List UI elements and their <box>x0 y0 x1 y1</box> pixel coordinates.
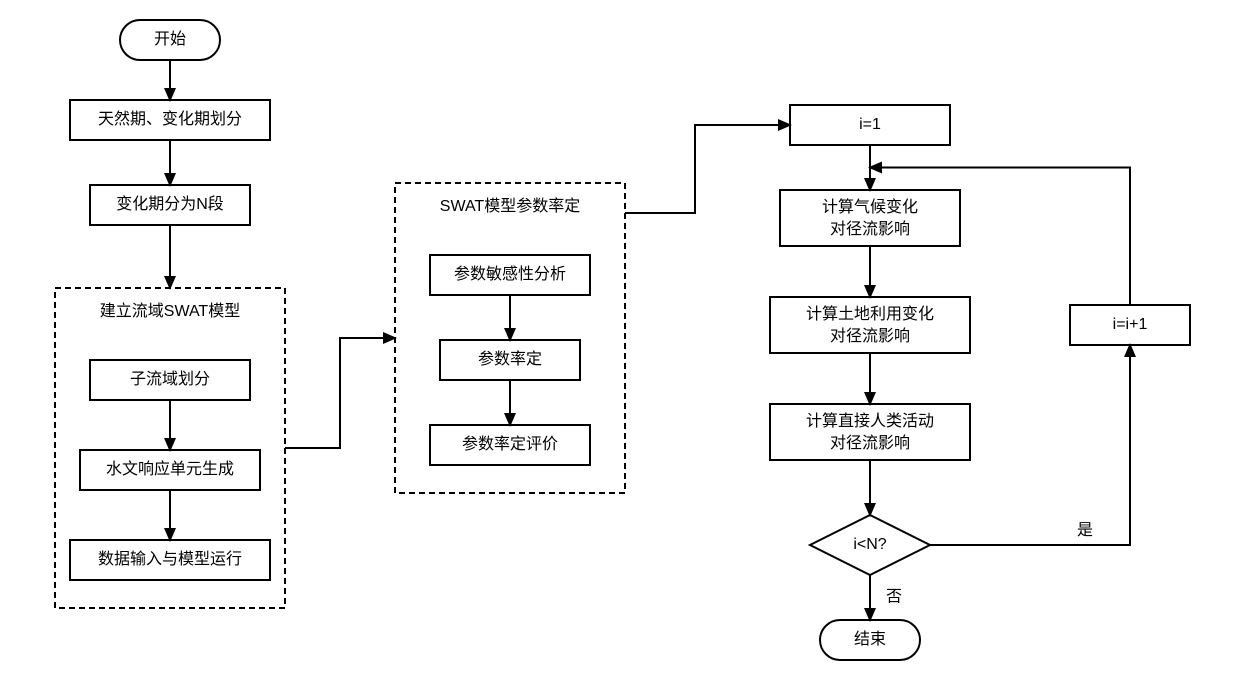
node-calc-human-l2: 对径流影响 <box>830 434 910 452</box>
node-calc-human-l1: 计算直接人类活动 <box>806 411 934 430</box>
group-swat-calib-title: SWAT模型参数率定 <box>440 197 580 215</box>
node-n-segments-label: 变化期分为N段 <box>116 195 224 213</box>
group-swat-model-title: 建立流域SWAT模型 <box>100 302 240 320</box>
node-hru-label: 水文响应单元生成 <box>106 459 234 478</box>
flowchart-diagram: 建立流域SWAT模型 SWAT模型参数率定 开始天然期、变化期划分变化期分为N段子流… <box>0 0 1240 699</box>
node-calc-landuse-l1: 计算土地利用变化 <box>806 304 934 323</box>
node-evaluate-label: 参数率定评价 <box>462 435 558 453</box>
node-period-split-label: 天然期、变化期划分 <box>98 110 242 128</box>
node-calc-climate-l2: 对径流影响 <box>830 220 910 238</box>
edge-label-no: 否 <box>886 589 902 606</box>
edge <box>625 125 790 213</box>
node-calibrate-label: 参数率定 <box>478 350 542 368</box>
node-sensitivity-label: 参数敏感性分析 <box>454 265 566 283</box>
node-start-label: 开始 <box>154 30 186 48</box>
node-increment-label: i=i+1 <box>1113 316 1148 333</box>
node-decision-label: i<N? <box>853 536 886 553</box>
node-calc-climate-l1: 计算气候变化 <box>822 197 918 216</box>
node-subbasin-label: 子流域划分 <box>130 370 210 388</box>
node-calc-landuse-l2: 对径流影响 <box>830 327 910 345</box>
node-run-label: 数据输入与模型运行 <box>98 550 242 568</box>
node-i-init-label: i=1 <box>859 116 881 133</box>
edge-label-yes: 是 <box>1077 522 1093 539</box>
edge <box>285 338 395 448</box>
node-end-label: 结束 <box>854 630 886 648</box>
